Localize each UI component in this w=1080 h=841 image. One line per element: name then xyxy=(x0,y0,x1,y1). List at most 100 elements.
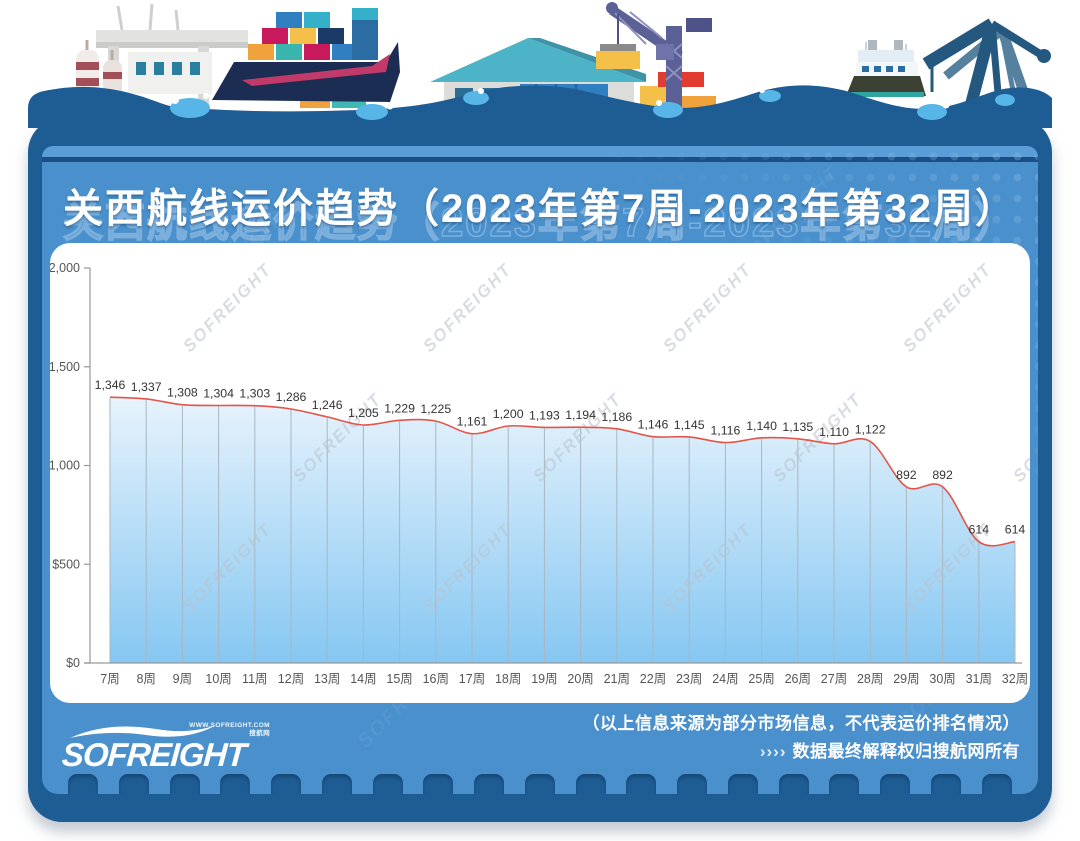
svg-text:25周: 25周 xyxy=(748,672,774,686)
svg-text:1,135: 1,135 xyxy=(782,420,813,434)
disclaimer-notes: （以上信息来源为部分市场信息，不代表运价排名情况） ›››› 数据最终解释权归搜航… xyxy=(583,710,1021,766)
port-crane-illustration xyxy=(596,2,712,112)
watermark-text: SOFREIGHT xyxy=(659,260,755,356)
freight-rate-area-chart: SOFREIGHT SOFREIGHT SOFREIGHT SOFREIGHT SOFR… xyxy=(50,260,1030,686)
svg-text:892: 892 xyxy=(896,468,917,482)
disclaimer-line-2: ›››› 数据最终解释权归搜航网所有 xyxy=(583,738,1021,766)
svg-text:28周: 28周 xyxy=(857,672,883,686)
panel-top-divider xyxy=(42,157,1038,162)
svg-text:31周: 31周 xyxy=(966,672,992,686)
disclaimer-line-1: （以上信息来源为部分市场信息，不代表运价排名情况） xyxy=(582,714,1020,733)
scallop-bump xyxy=(626,774,657,794)
svg-text:$1,000: $1,000 xyxy=(50,459,80,473)
scallop-bump xyxy=(118,774,149,794)
disclaimer-line-2-text: 数据最终解释权归搜航网所有 xyxy=(792,742,1020,761)
svg-text:1,225: 1,225 xyxy=(420,402,451,416)
svg-text:23周: 23周 xyxy=(676,672,702,686)
scallop-bump xyxy=(778,774,809,794)
logo-cn: 搜航网 xyxy=(249,729,270,737)
svg-text:614: 614 xyxy=(969,523,990,537)
svg-text:18周: 18周 xyxy=(495,672,521,686)
scallop-bump xyxy=(524,774,555,794)
svg-text:14周: 14周 xyxy=(350,672,376,686)
svg-text:1,186: 1,186 xyxy=(601,410,632,424)
svg-text:1,145: 1,145 xyxy=(674,418,705,432)
scallop-bump xyxy=(68,774,98,794)
container-ship-illustration xyxy=(212,8,400,102)
water-splash-icon xyxy=(170,87,1015,120)
page-title: 关西航线运价趋势（2023年第7周-2023年第32周） xyxy=(62,187,1018,231)
chevrons-icon: ›››› xyxy=(759,742,787,761)
svg-text:$2,000: $2,000 xyxy=(50,261,80,275)
svg-text:1,308: 1,308 xyxy=(167,386,198,400)
svg-text:614: 614 xyxy=(1005,523,1026,537)
scallop-bump xyxy=(981,774,1012,794)
scallop-bump xyxy=(931,774,962,794)
scallop-bump xyxy=(829,774,860,794)
water-wave-edge xyxy=(28,85,1052,128)
logo-url: WWW.SOFREIGHT.COM xyxy=(189,722,270,729)
svg-text:16周: 16周 xyxy=(423,672,449,686)
cargo-ship-small-illustration xyxy=(846,40,926,97)
sofreight-logo: WWW.SOFREIGHT.COM 搜航网 SOFREIGHT xyxy=(60,722,292,774)
scalloped-bottom-edge xyxy=(42,774,1038,794)
svg-text:20周: 20周 xyxy=(567,672,593,686)
svg-text:1,337: 1,337 xyxy=(131,380,162,394)
svg-text:1,140: 1,140 xyxy=(746,419,777,433)
svg-text:$1,500: $1,500 xyxy=(50,360,80,374)
svg-text:17周: 17周 xyxy=(459,672,485,686)
svg-text:7周: 7周 xyxy=(100,672,119,686)
svg-text:892: 892 xyxy=(932,468,953,482)
scallop-bump xyxy=(677,774,708,794)
svg-text:1,193: 1,193 xyxy=(529,408,560,422)
chart-panel: SOFREIGHT SOFREIGHT SOFREIGHT SOFREIGHT SOFR… xyxy=(50,243,1030,703)
scallop-bump xyxy=(727,774,758,794)
svg-text:1,346: 1,346 xyxy=(95,378,126,392)
logo-subtext: WWW.SOFREIGHT.COM 搜航网 xyxy=(189,722,270,737)
svg-text:21周: 21周 xyxy=(604,672,630,686)
svg-text:1,304: 1,304 xyxy=(203,386,234,400)
svg-text:1,303: 1,303 xyxy=(239,387,270,401)
svg-text:1,286: 1,286 xyxy=(276,390,307,404)
logo-wordmark: SOFREIGHT xyxy=(60,736,247,773)
scallop-bump xyxy=(474,774,505,794)
svg-text:11周: 11周 xyxy=(242,672,267,686)
scallop-bump xyxy=(321,774,352,794)
svg-text:8周: 8周 xyxy=(136,672,155,686)
svg-text:$0: $0 xyxy=(66,656,80,670)
page-title-ghost: 关西航线运价趋势（2023年第7周-2023年第32周） xyxy=(62,200,1018,246)
svg-text:15周: 15周 xyxy=(386,672,412,686)
svg-text:29周: 29周 xyxy=(893,672,919,686)
title-block: 关西航线运价趋势（2023年第7周-2023年第32周） 关西航线运价趋势（20… xyxy=(42,176,1038,252)
svg-text:1,110: 1,110 xyxy=(819,425,849,439)
watermark-text: SOFREIGHT xyxy=(899,260,995,356)
svg-text:1,205: 1,205 xyxy=(348,406,379,420)
scallop-bump xyxy=(220,774,251,794)
panel-top-highlight xyxy=(42,146,1038,157)
scallop-bump xyxy=(575,774,606,794)
svg-text:1,200: 1,200 xyxy=(493,407,524,421)
scallop-bump xyxy=(169,774,200,794)
svg-text:30周: 30周 xyxy=(929,672,955,686)
svg-text:9周: 9周 xyxy=(173,672,192,686)
watermark-text: SOFREIGHT xyxy=(179,260,275,356)
logo-wave-swoosh-icon xyxy=(70,725,216,738)
svg-text:27周: 27周 xyxy=(821,672,847,686)
svg-text:1,194: 1,194 xyxy=(565,408,596,422)
svg-text:1,116: 1,116 xyxy=(710,424,740,438)
svg-text:24周: 24周 xyxy=(712,672,738,686)
svg-text:13周: 13周 xyxy=(314,672,340,686)
svg-text:12周: 12周 xyxy=(278,672,304,686)
content-panel: SOFREIGHT SOFREIGHT SOFREIGHT SOFREIGHT SOFR… xyxy=(42,146,1038,794)
svg-text:1,122: 1,122 xyxy=(855,422,886,436)
svg-text:10周: 10周 xyxy=(205,672,231,686)
footer: WWW.SOFREIGHT.COM 搜航网 SOFREIGHT （以上信息来源为… xyxy=(42,706,1038,776)
svg-text:19周: 19周 xyxy=(531,672,557,686)
svg-text:32周: 32周 xyxy=(1002,672,1028,686)
svg-text:1,246: 1,246 xyxy=(312,398,343,412)
scallop-bump xyxy=(880,774,911,794)
svg-text:26周: 26周 xyxy=(785,672,811,686)
scallop-bump xyxy=(271,774,302,794)
svg-text:22周: 22周 xyxy=(640,672,666,686)
